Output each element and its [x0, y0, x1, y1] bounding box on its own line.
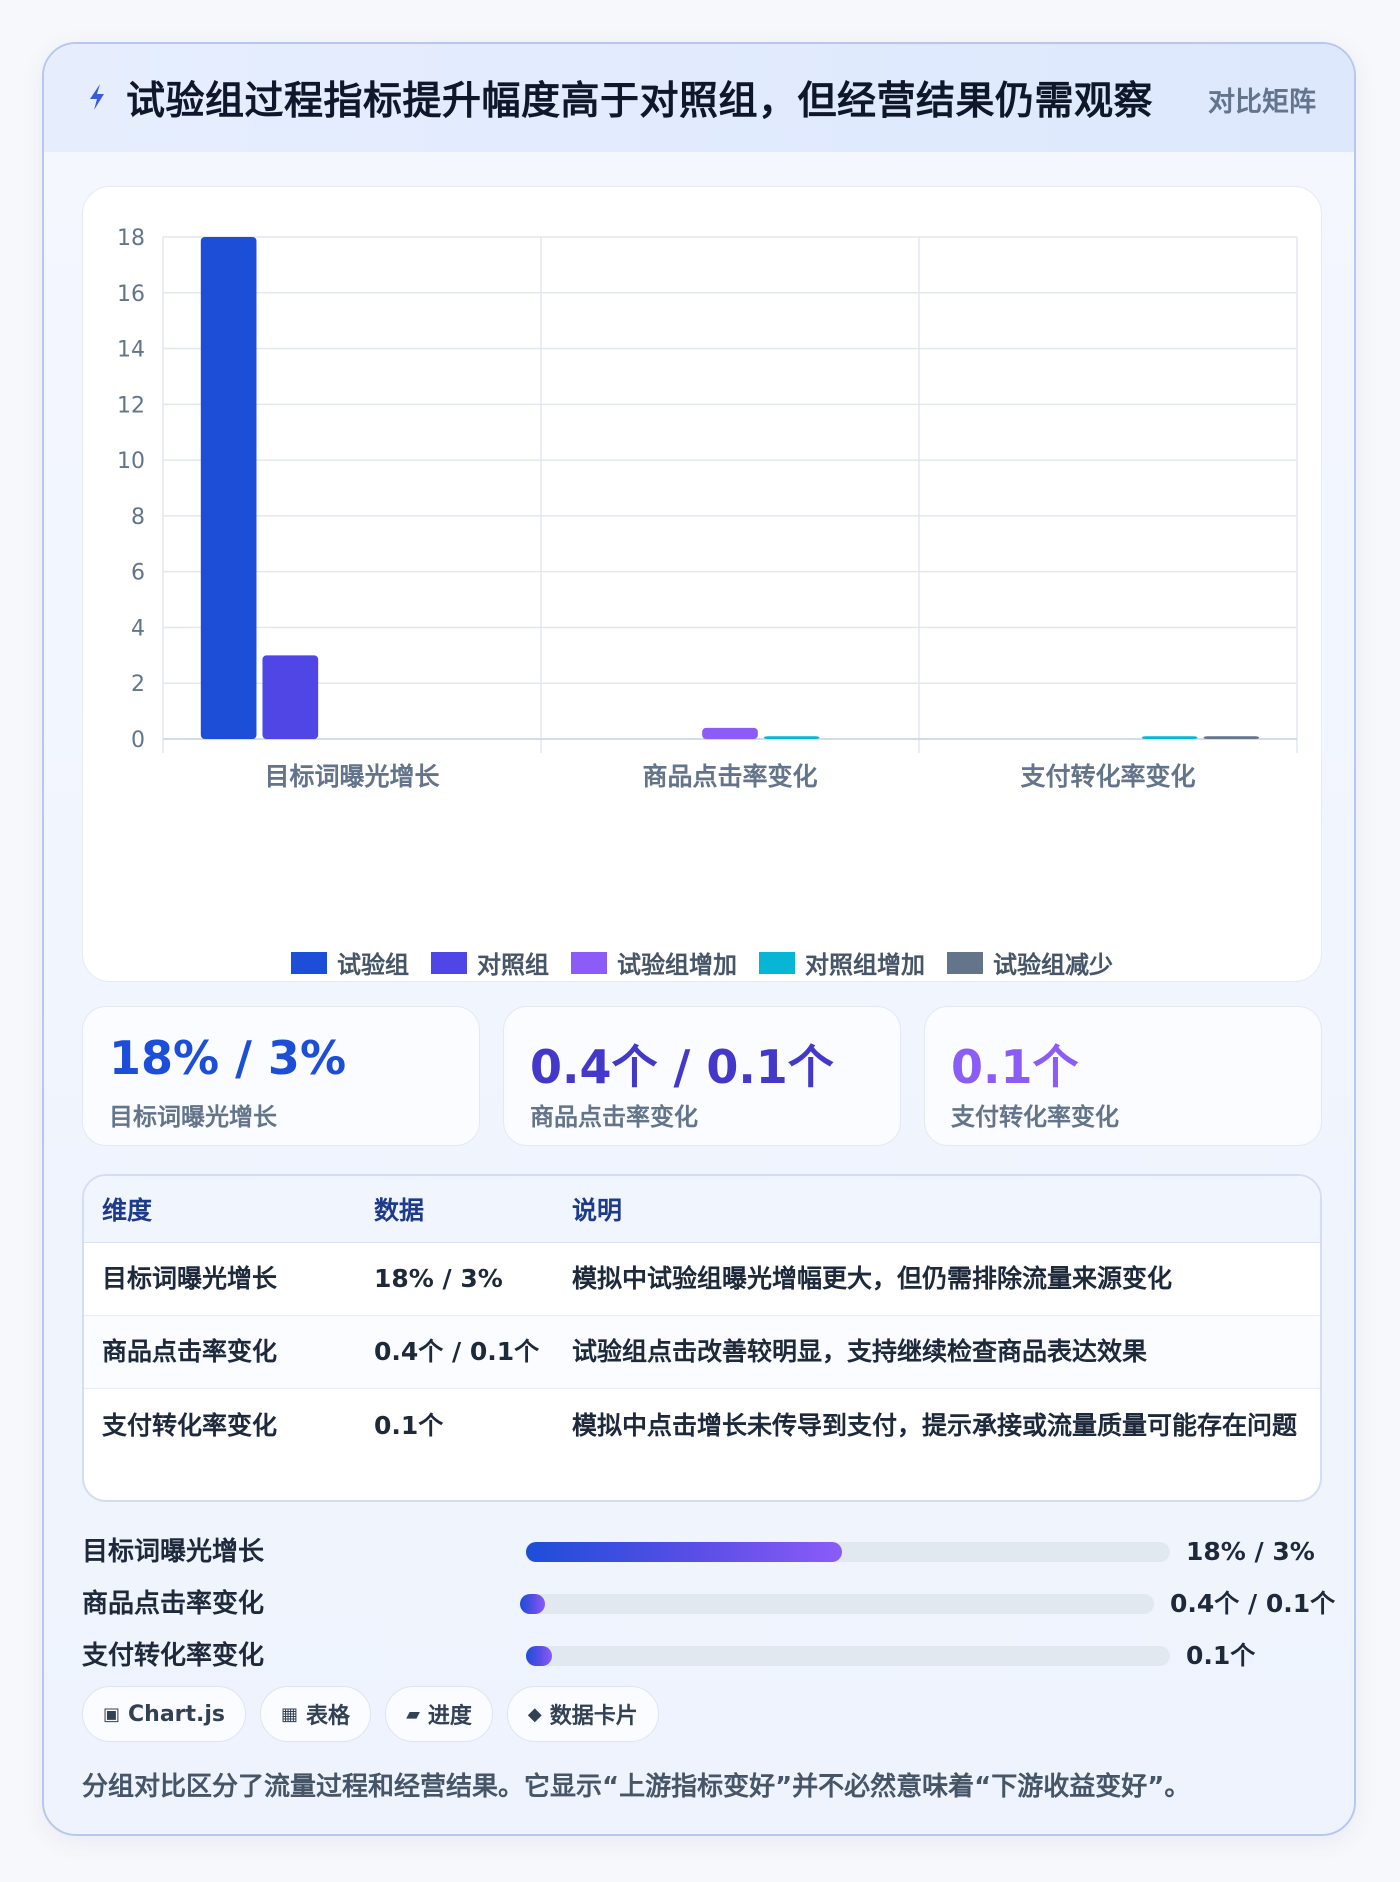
legend-swatch — [759, 951, 795, 974]
stat-label: 支付转化率变化 — [951, 1103, 1119, 1131]
card-icon: ◆ — [527, 1703, 542, 1725]
table-cell: 模拟中试验组曝光增幅更大，但仍需排除流量来源变化 — [554, 1242, 1320, 1316]
stat-card: 0.4个 / 0.1个 商品点击率变化 — [503, 1006, 901, 1146]
column-header-note: 说明 — [554, 1176, 1320, 1243]
legend-swatch — [571, 951, 607, 974]
chip-data-card[interactable]: ◆ 数据卡片 — [506, 1686, 659, 1742]
legend-item[interactable]: 试验组减少 — [947, 945, 1113, 980]
table-cell: 目标词曝光增长 — [84, 1242, 356, 1316]
progress-label: 商品点击率变化 — [82, 1589, 265, 1619]
progress-icon: ▰ — [406, 1703, 420, 1725]
y-tick-label: 14 — [117, 338, 145, 363]
stat-value: 0.4个 / 0.1个 — [530, 1040, 834, 1094]
stat-card: 18% / 3% 目标词曝光增长 — [82, 1006, 480, 1146]
chip-label: 表格 — [306, 1704, 351, 1729]
legend-item[interactable]: 试验组增加 — [571, 945, 737, 980]
bar — [1203, 736, 1260, 739]
progress-track — [520, 1594, 1154, 1614]
legend-item[interactable]: 对照组增加 — [759, 945, 925, 980]
y-tick-label: 8 — [131, 505, 145, 530]
y-tick-label: 12 — [117, 393, 145, 418]
progress-row: 目标词曝光增长 18% / 3% — [82, 1532, 1342, 1572]
card-header: 试验组过程指标提升幅度高于对照组，但经营结果仍需观察 对比矩阵 — [44, 44, 1354, 152]
progress-track — [526, 1542, 1170, 1562]
header-tag: 对比矩阵 — [1208, 87, 1316, 118]
table-icon: ▦ — [281, 1703, 299, 1725]
progress-label: 目标词曝光增长 — [82, 1537, 265, 1567]
y-tick-label: 18 — [117, 226, 145, 251]
legend-item[interactable]: 试验组 — [291, 945, 409, 980]
legend-swatch — [947, 951, 983, 974]
y-tick-label: 4 — [131, 616, 145, 641]
progress-row: 商品点击率变化 0.4个 / 0.1个 — [82, 1584, 1342, 1624]
chip-label: 数据卡片 — [549, 1704, 638, 1729]
chip-table[interactable]: ▦ 表格 — [260, 1686, 372, 1742]
x-tick-label: 支付转化率变化 — [1020, 762, 1195, 791]
chart-panel: 0 2 4 6 8 10 12 14 16 18 目标词曝光增长 商品点击率变化 支付转化率变化 试验组… — [82, 186, 1322, 982]
progress-value: 0.1个 — [1186, 1641, 1256, 1670]
table-cell: 0.4个 / 0.1个 — [356, 1315, 554, 1389]
y-tick-label: 6 — [131, 561, 145, 586]
progress-fill — [526, 1542, 842, 1562]
legend-swatch — [431, 951, 467, 974]
table-cell: 支付转化率变化 — [102, 1411, 278, 1440]
chart-icon: ▣ — [103, 1703, 121, 1725]
chip-chartjs[interactable]: ▣ Chart.js — [82, 1686, 247, 1742]
progress-fill — [520, 1594, 546, 1614]
table-cell: 模拟中点击增长未传导到支付，提示承接或流量质量可能存在问题 — [572, 1411, 1298, 1440]
progress-value: 0.4个 / 0.1个 — [1170, 1589, 1336, 1618]
legend-label: 对照组 — [477, 951, 549, 979]
data-table: 维度 数据 说明 目标词曝光增长 18% / 3% 模拟中试验组曝光增幅更大，但… — [82, 1174, 1322, 1502]
stat-card: 0.1个 支付转化率变化 — [924, 1006, 1322, 1146]
table-cell: 18% / 3% — [356, 1242, 554, 1316]
stat-value: 18% / 3% — [109, 1031, 347, 1085]
legend-swatch — [291, 951, 327, 974]
table-cell: 试验组点击改善较明显，支持继续检查商品表达效果 — [554, 1315, 1320, 1389]
legend-item[interactable]: 对照组 — [431, 945, 549, 980]
chip-label: Chart.js — [128, 1701, 226, 1727]
bar — [702, 727, 758, 739]
bar — [262, 655, 319, 739]
y-tick-label: 0 — [131, 728, 145, 753]
x-tick-label: 商品点击率变化 — [642, 762, 817, 791]
progress-label: 支付转化率变化 — [82, 1641, 265, 1671]
y-tick-label: 10 — [117, 449, 145, 474]
bar-chart: 0 2 4 6 8 10 12 14 16 18 目标词曝光增长 商品点击率变化 支付转化率变化 — [117, 226, 1298, 791]
progress-list: 目标词曝光增长 18% / 3% 商品点击率变化 0.4个 / 0.1个 支付转… — [82, 1520, 1342, 1690]
legend-label: 试验组增加 — [617, 951, 737, 979]
x-tick-label: 目标词曝光增长 — [264, 762, 440, 791]
table-row: 商品点击率变化 0.4个 / 0.1个 试验组点击改善较明显，支持继续检查商品表… — [84, 1315, 1320, 1389]
table-row: 支付转化率变化 0.1个 模拟中点击增长未传导到支付，提示承接或流量质量可能存在… — [84, 1389, 1320, 1501]
progress-track — [526, 1646, 1170, 1666]
progress-value: 18% / 3% — [1186, 1537, 1315, 1566]
chip-progress[interactable]: ▰ 进度 — [385, 1686, 493, 1742]
chart-legend: 试验组 对照组 试验组增加 对照组增加 试验组减少 — [83, 945, 1321, 980]
column-header-dimension: 维度 — [84, 1176, 356, 1243]
legend-label: 对照组增加 — [805, 951, 925, 979]
progress-row: 支付转化率变化 0.1个 — [82, 1636, 1342, 1676]
page-title: 试验组过程指标提升幅度高于对照组，但经营结果仍需观察 — [126, 79, 1154, 124]
y-tick-label: 2 — [131, 672, 145, 697]
stat-label: 目标词曝光增长 — [109, 1103, 277, 1131]
stat-label: 商品点击率变化 — [530, 1103, 698, 1131]
legend-label: 试验组 — [337, 951, 409, 979]
legend-label: 试验组减少 — [993, 951, 1113, 979]
table-cell: 0.1个 — [374, 1411, 444, 1440]
bar — [763, 736, 820, 739]
stat-value: 0.1个 — [951, 1040, 1079, 1094]
stat-cards: 18% / 3% 目标词曝光增长 0.4个 / 0.1个 商品点击率变化 0.1… — [82, 1006, 1322, 1146]
table-header-row: 维度 数据 说明 — [84, 1176, 1320, 1243]
tech-chips: ▣ Chart.js ▦ 表格 ▰ 进度 ◆ 数据卡片 — [82, 1686, 659, 1742]
progress-fill — [526, 1646, 552, 1666]
y-tick-label: 16 — [117, 282, 145, 307]
bar — [1141, 736, 1198, 739]
chip-label: 进度 — [427, 1704, 472, 1729]
table-row: 目标词曝光增长 18% / 3% 模拟中试验组曝光增幅更大，但仍需排除流量来源变… — [84, 1242, 1320, 1316]
column-header-data: 数据 — [356, 1176, 554, 1243]
comparison-card: 试验组过程指标提升幅度高于对照组，但经营结果仍需观察 对比矩阵 0 2 4 6 8 10 1… — [42, 42, 1356, 1836]
lightning-icon — [90, 84, 104, 110]
table-cell: 商品点击率变化 — [84, 1315, 356, 1389]
bar — [200, 237, 257, 739]
footnote: 分组对比区分了流量过程和经营结果。它显示“上游指标变好”并不必然意味着“下游收益… — [82, 1772, 1191, 1802]
